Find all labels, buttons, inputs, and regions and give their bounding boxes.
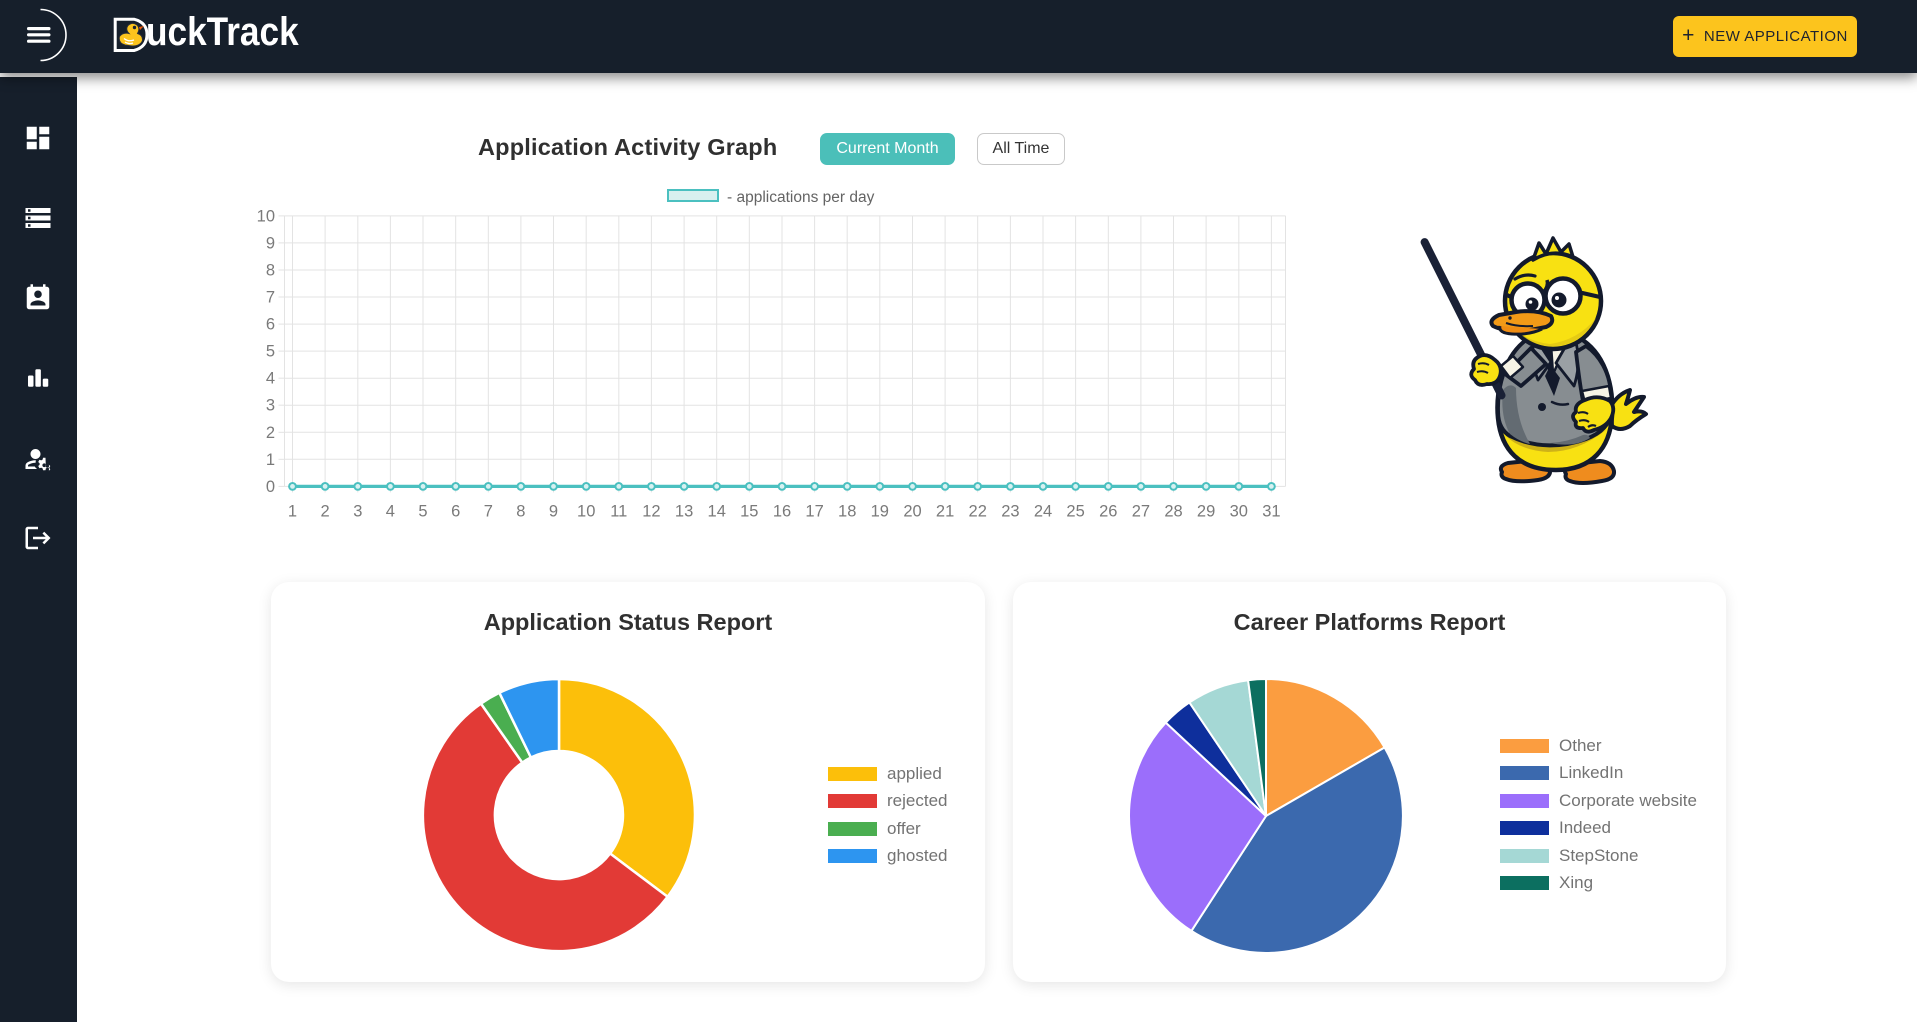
svg-text:8: 8 [516,502,525,520]
svg-text:27: 27 [1132,502,1150,520]
svg-text:1: 1 [266,451,275,469]
svg-text:9: 9 [549,502,558,520]
svg-text:19: 19 [871,502,889,520]
svg-text:5: 5 [266,343,275,361]
svg-text:0: 0 [266,478,275,496]
svg-text:23: 23 [1001,502,1019,520]
svg-text:29: 29 [1197,502,1215,520]
svg-text:6: 6 [266,316,275,334]
svg-text:3: 3 [353,502,362,520]
svg-text:28: 28 [1164,502,1182,520]
svg-text:5: 5 [418,502,427,520]
svg-text:14: 14 [708,502,726,520]
svg-text:10: 10 [257,207,275,225]
svg-text:17: 17 [805,502,823,520]
svg-text:21: 21 [936,502,954,520]
svg-text:13: 13 [675,502,693,520]
svg-text:16: 16 [773,502,791,520]
svg-text:15: 15 [740,502,758,520]
svg-text:12: 12 [642,502,660,520]
svg-text:7: 7 [484,502,493,520]
svg-text:30: 30 [1230,502,1248,520]
svg-text:2: 2 [266,424,275,442]
svg-text:22: 22 [969,502,987,520]
svg-text:31: 31 [1262,502,1280,520]
svg-text:11: 11 [610,502,627,520]
svg-text:1: 1 [288,502,297,520]
svg-text:18: 18 [838,502,856,520]
svg-text:4: 4 [386,502,395,520]
svg-text:6: 6 [451,502,460,520]
svg-text:7: 7 [266,289,275,307]
svg-text:8: 8 [266,262,275,280]
svg-text:4: 4 [266,370,275,388]
svg-text:20: 20 [903,502,921,520]
svg-text:26: 26 [1099,502,1117,520]
svg-text:3: 3 [266,397,275,415]
svg-text:25: 25 [1066,502,1084,520]
svg-text:24: 24 [1034,502,1052,520]
svg-text:10: 10 [577,502,595,520]
svg-text:2: 2 [321,502,330,520]
svg-text:9: 9 [266,234,275,252]
